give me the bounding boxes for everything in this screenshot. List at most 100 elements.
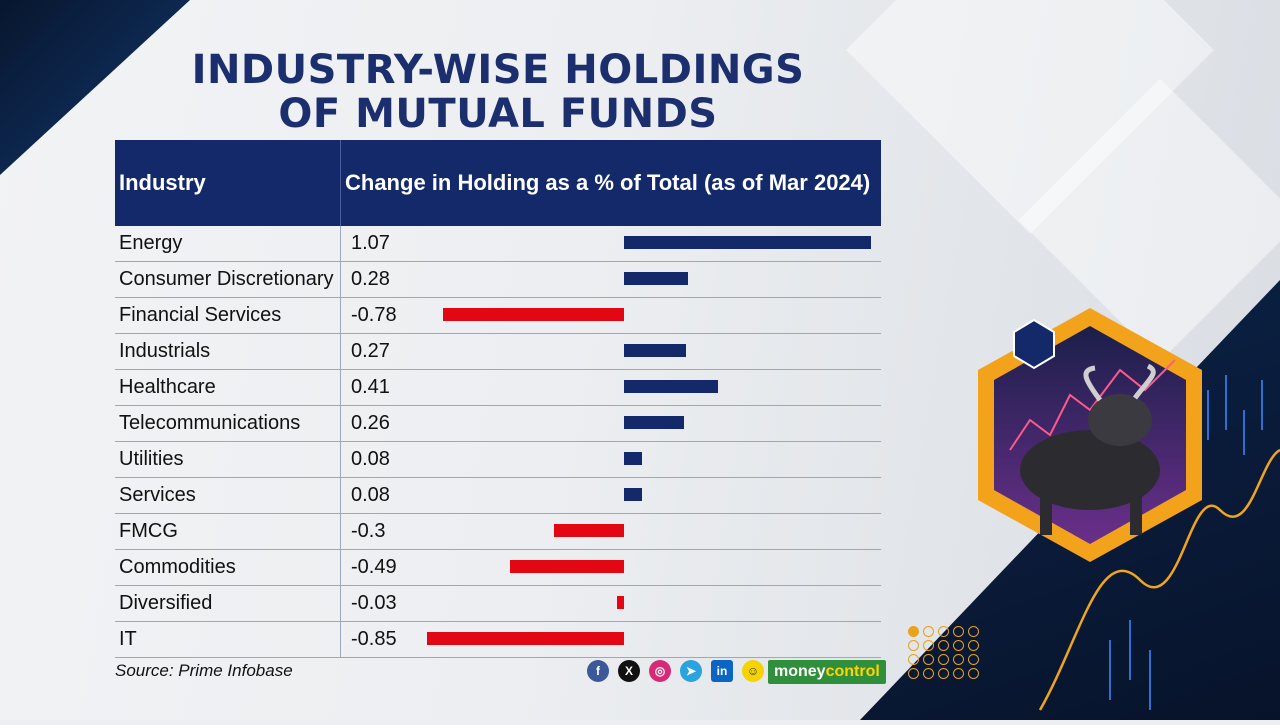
bar-cell <box>417 406 881 441</box>
table-header: Industry Change in Holding as a % of Tot… <box>115 140 881 226</box>
bar-financial-services <box>443 308 624 321</box>
logo-part-1: money <box>774 663 826 680</box>
dot <box>938 668 949 679</box>
value-label: -0.3 <box>351 520 386 542</box>
table-row: Consumer Discretionary 0.28 <box>115 262 881 298</box>
bar-cell <box>417 622 881 657</box>
source-note: Source: Prime Infobase <box>115 661 293 680</box>
industry-label: Healthcare <box>115 370 341 405</box>
bar-cell <box>417 298 881 333</box>
value-label: -0.03 <box>351 592 397 614</box>
header-change: Change in Holding as a % of Total (as of… <box>345 170 871 195</box>
bar-services <box>623 488 643 501</box>
title-line-2: OF MUTUAL FUNDS <box>278 91 718 137</box>
bar-utilities <box>623 452 643 465</box>
dot <box>953 626 964 637</box>
dot <box>923 626 934 637</box>
industry-label: Consumer Discretionary <box>115 262 341 297</box>
bar-healthcare <box>623 380 719 393</box>
industry-label: FMCG <box>115 514 341 549</box>
industry-label: Industrials <box>115 334 341 369</box>
dot <box>968 654 979 665</box>
value-label: 0.27 <box>351 340 390 362</box>
dot <box>968 668 979 679</box>
dot <box>953 668 964 679</box>
bar-cell <box>417 586 881 621</box>
table-row: Healthcare 0.41 <box>115 370 881 406</box>
bar-cell <box>417 478 881 513</box>
dot <box>938 654 949 665</box>
industry-label: Diversified <box>115 586 341 621</box>
table-row: Financial Services -0.78 <box>115 298 881 334</box>
bar-energy <box>623 236 871 249</box>
dots-decoration <box>908 626 980 679</box>
table-row: Industrials 0.27 <box>115 334 881 370</box>
industry-label: IT <box>115 622 341 657</box>
holdings-table: Industry Change in Holding as a % of Tot… <box>115 140 881 658</box>
table-row: Utilities 0.08 <box>115 442 881 478</box>
industry-label: Services <box>115 478 341 513</box>
bar-fmcg <box>554 524 624 537</box>
dot <box>968 626 979 637</box>
table-row: Services 0.08 <box>115 478 881 514</box>
bar-cell <box>417 370 881 405</box>
dot <box>923 640 934 651</box>
snapchat-icon[interactable]: ☺ <box>742 660 764 682</box>
dot <box>923 668 934 679</box>
industry-label: Telecommunications <box>115 406 341 441</box>
bar-cell <box>417 550 881 585</box>
bar-commodities <box>510 560 624 573</box>
bar-industrials <box>623 344 686 357</box>
bull-illustration <box>978 308 1202 562</box>
value-label: -0.78 <box>351 304 397 326</box>
dot <box>953 640 964 651</box>
dot <box>908 654 919 665</box>
dot <box>938 626 949 637</box>
dot <box>908 626 919 637</box>
value-label: -0.49 <box>351 556 397 578</box>
industry-label: Energy <box>115 226 341 261</box>
telegram-icon[interactable]: ➤ <box>680 660 702 682</box>
bar-cell <box>417 226 881 261</box>
bar-cell <box>417 514 881 549</box>
industry-label: Commodities <box>115 550 341 585</box>
dot <box>908 640 919 651</box>
table-row: Energy 1.07 <box>115 226 881 262</box>
bar-consumer-discretionary <box>623 272 689 285</box>
value-label: 1.07 <box>351 232 390 254</box>
value-label: 0.41 <box>351 376 390 398</box>
dot <box>953 654 964 665</box>
bar-telecommunications <box>623 416 684 429</box>
bull-hexagon-graphic <box>970 300 1210 570</box>
bar-cell <box>417 334 881 369</box>
facebook-icon[interactable]: f <box>587 660 609 682</box>
logo-part-2: control <box>825 663 880 680</box>
value-label: 0.28 <box>351 268 390 290</box>
dot <box>968 640 979 651</box>
dot <box>938 640 949 651</box>
title-line-1: INDUSTRY-WISE HOLDINGS <box>191 47 805 93</box>
header-industry: Industry <box>115 140 341 226</box>
dot <box>908 668 919 679</box>
table-row: IT -0.85 <box>115 622 881 658</box>
table-row: Diversified -0.03 <box>115 586 881 622</box>
bar-cell <box>417 262 881 297</box>
industry-label: Utilities <box>115 442 341 477</box>
bar-it <box>427 632 624 645</box>
value-label: 0.08 <box>351 484 390 506</box>
value-label: 0.26 <box>351 412 390 434</box>
table-row: Commodities -0.49 <box>115 550 881 586</box>
x-icon[interactable]: X <box>618 660 640 682</box>
table-body: Energy 1.07 Consumer Discretionary 0.28 Fina… <box>115 226 881 658</box>
table-row: Telecommunications 0.26 <box>115 406 881 442</box>
bar-cell <box>417 442 881 477</box>
table-row: FMCG -0.3 <box>115 514 881 550</box>
stock-chart-decoration <box>1038 375 1280 711</box>
linkedin-icon[interactable]: in <box>711 660 733 682</box>
moneycontrol-logo[interactable]: money control <box>768 660 886 684</box>
page-title: INDUSTRY-WISE HOLDINGS OF MUTUAL FUNDS <box>115 48 881 136</box>
industry-label: Financial Services <box>115 298 341 333</box>
social-links: f X ◎ ➤ in ☺ <box>587 660 764 682</box>
value-label: -0.85 <box>351 628 397 650</box>
instagram-icon[interactable]: ◎ <box>649 660 671 682</box>
